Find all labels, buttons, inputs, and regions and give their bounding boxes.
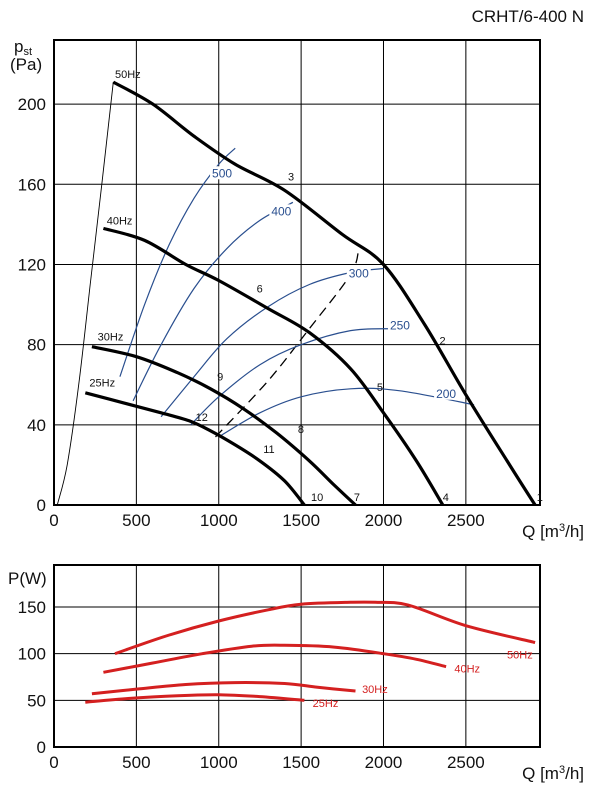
x-tick-label: 2500 [447,753,485,772]
y-tick-label: 40 [27,416,46,435]
system-curve [56,82,114,506]
x-tick-label: 2500 [447,511,485,530]
x-axis-label-tail: /h] [565,764,584,783]
x-tick-label: 1000 [200,511,238,530]
iso-label-bg [387,318,412,332]
y-tick-label: 200 [18,95,46,114]
iso-label: 500 [212,166,232,180]
operating-point-label: 6 [257,284,263,296]
operating-point-label: 1 [537,492,543,504]
iso-label-bg [434,386,459,400]
iso-line [132,201,294,402]
plot-frame [53,564,541,748]
iso-label-bg [210,166,235,180]
operating-point-label: 12 [196,412,208,424]
x-tick-label: 1500 [282,753,320,772]
x-axis-label: Q [m3/h] [522,522,584,541]
iso-line [119,147,236,377]
iso-label: 250 [390,319,410,333]
iso-line [190,328,392,426]
x-tick-label: 2000 [365,753,403,772]
x-tick-label: 0 [49,511,58,530]
operating-point-label: 11 [263,444,274,456]
iso-line [218,387,475,438]
y-tick-label: 120 [18,255,46,274]
x-tick-label: 2000 [365,511,403,530]
y-tick-label: 100 [18,645,46,664]
fan-curve [112,80,537,506]
x-axis-label-tail: /h] [565,522,584,541]
y-axis-label: pst [14,37,32,58]
y-tick-label: 50 [27,691,46,710]
y-tick-label: 0 [37,738,46,757]
x-axis-label-sup: 3 [559,764,565,776]
iso-label: 400 [271,204,291,218]
fan-curve [102,226,445,506]
iso-label: 300 [349,267,369,281]
y-tick-label: 150 [18,598,46,617]
series-label: 50Hz [507,649,533,661]
operating-point-label: 7 [354,492,360,504]
x-tick-label: 1500 [282,511,320,530]
x-axis-label-text: Q [m [522,764,559,783]
x-tick-label: 1000 [200,753,238,772]
iso-line [160,267,384,418]
x-axis-label: Q [m3/h] [522,764,584,783]
series-label: 30Hz [98,332,124,344]
y-tick-label: 160 [18,175,46,194]
power-curve [103,643,447,674]
y-axis-label-main: p [14,37,23,56]
series-label: 50Hz [115,69,141,81]
iso-label-bg [269,204,294,218]
y-axis-label: P(W) [8,569,47,588]
model-title: CRHT/6-400 N [472,7,584,26]
y-axis-unit: (Pa) [10,55,42,74]
plot-frame [53,39,541,506]
x-tick-label: 500 [122,511,150,530]
series-label: 30Hz [362,684,388,696]
power-curve [85,693,305,704]
iso-label: 200 [436,387,456,401]
x-axis-label-text: Q [m [522,522,559,541]
operating-point-label: 9 [217,372,223,384]
series-label: 40Hz [107,215,133,227]
series-label: 25Hz [313,698,339,710]
operating-point-label: 3 [288,171,294,183]
power-chart: 0 500 1000 1500 2000 2500 0 50 100 150 Q [m3/h] P(W… [8,564,584,783]
series-label: 40Hz [454,663,480,675]
iso-label-bg [346,266,371,280]
x-axis-label-sup: 3 [559,522,565,534]
x-tick-label: 0 [49,753,58,772]
operating-point-label: 2 [440,336,446,348]
operating-point-label: 5 [377,382,383,394]
system-curve [215,248,360,438]
power-curve [91,681,356,696]
y-tick-label: 0 [37,496,46,515]
y-axis-label-sub: st [23,46,32,58]
operating-point-label: 4 [443,492,449,504]
fan-curve [84,391,306,507]
y-tick-label: 80 [27,336,46,355]
x-tick-label: 500 [122,753,150,772]
power-curve [114,600,536,656]
operating-point-label: 8 [298,424,304,436]
series-label: 25Hz [89,378,115,390]
fan-curve [91,345,357,507]
operating-point-label: 10 [311,492,323,504]
